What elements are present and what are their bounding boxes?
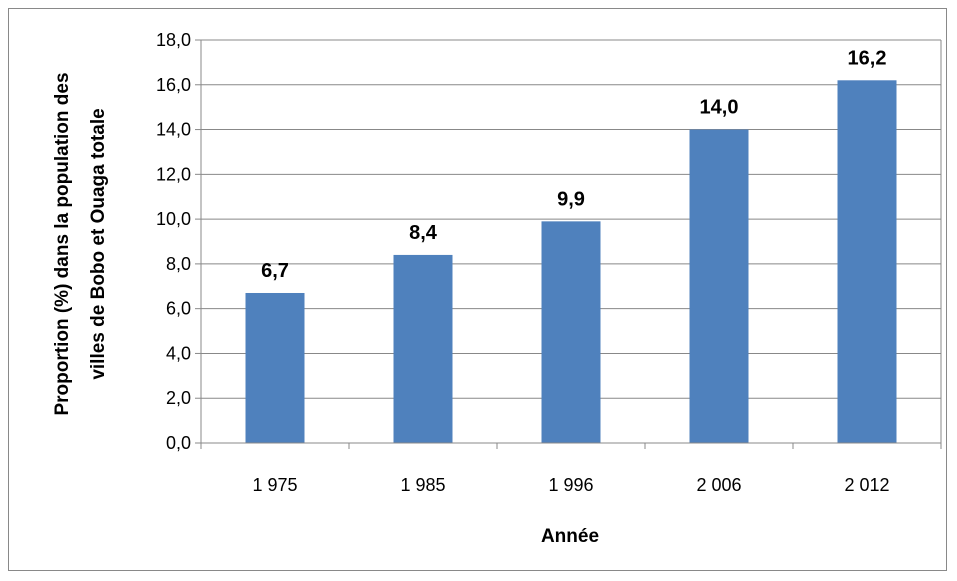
bar [245, 292, 305, 443]
y-tick-label: 14,0 [156, 120, 191, 140]
y-tick-label: 18,0 [156, 30, 191, 50]
bar [541, 221, 601, 443]
y-tick-labels: 0,0 2,0 4,0 6,0 8,0 10,0 12,0 14,0 16,0 18,0 [156, 30, 191, 453]
x-tick-label: 1 996 [548, 475, 593, 495]
y-tick-label: 10,0 [156, 209, 191, 229]
x-tick-label: 2 012 [844, 475, 889, 495]
data-label: 9,9 [557, 188, 585, 210]
y-tick-label: 12,0 [156, 164, 191, 184]
y-tick-label: 6,0 [166, 299, 191, 319]
data-label: 16,2 [848, 47, 887, 69]
bars [245, 80, 897, 444]
y-axis-title-line-1: Proportion (%) dans la population des [52, 72, 73, 415]
data-label: 14,0 [700, 97, 739, 119]
x-tick-label: 1 985 [400, 475, 445, 495]
chart-frame [8, 8, 947, 571]
x-tick-label: 1 975 [252, 475, 297, 495]
y-tick-label: 0,0 [166, 433, 191, 453]
y-tick-label: 16,0 [156, 75, 191, 95]
y-axis-title-line-2: villes de Bobo et Ouaga totale [88, 108, 109, 379]
gridlines [201, 39, 941, 399]
y-tick-label: 8,0 [166, 254, 191, 274]
bar [689, 129, 749, 444]
y-tick-label: 2,0 [166, 388, 191, 408]
y-axis-title: Proportion (%) dans la population des vi… [52, 72, 109, 415]
data-label: 8,4 [409, 222, 438, 244]
axes [195, 39, 942, 449]
y-tick-label: 4,0 [166, 343, 191, 363]
data-label: 6,7 [261, 260, 289, 282]
bar [837, 80, 897, 444]
data-labels: 6,7 8,4 9,9 14,0 16,2 [261, 47, 886, 282]
x-axis-title: Année [541, 526, 599, 547]
x-tick-labels: 1 975 1 985 1 996 2 006 2 012 [252, 475, 889, 495]
x-tick-label: 2 006 [696, 475, 741, 495]
bar [393, 254, 453, 443]
